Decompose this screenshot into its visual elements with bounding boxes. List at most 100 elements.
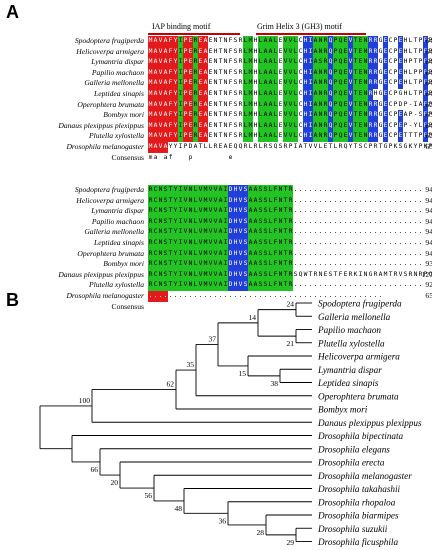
species-name: Plutella xylostella — [88, 280, 144, 290]
consensus-label: Consensus — [111, 301, 145, 311]
sequence: RCNSTYIVNLVMVVAIDHVSAASSLFNTRSQWTRNESTFE… — [148, 269, 432, 281]
sequence-length: 62 — [425, 131, 432, 141]
species-name: Danaus plexippus plexippus — [58, 269, 144, 279]
taxon-label: Drosophila biarmipes — [317, 511, 399, 521]
sequence: MAVAFYIPEREAENTNFSRLMHLAALEVVLCHIANRQPQE… — [148, 88, 432, 100]
sequence-length: 63 — [425, 110, 432, 120]
alignment-row: Operophtera brumata RCNSTYIVNLVMVVAIDHVSA… — [8, 248, 432, 260]
bootstrap-value: 20 — [111, 478, 119, 487]
alignment-row: Spodoptera frugiperda RCNSTYIVNLVMVVAIDHV… — [8, 185, 432, 196]
species-name: Galleria mellonella — [84, 227, 144, 237]
species-name: Leptidea sinapis — [94, 237, 144, 247]
alignment-row: Helicoverpa armigera RCNSTYIVNLVMVVAIDHVS… — [8, 195, 432, 207]
taxon-label: Plutella xylostella — [317, 338, 385, 348]
sequence-length: 64 — [425, 36, 432, 45]
consensus-row: Consensus ma af p e — [8, 153, 428, 164]
sequence-length: 65 — [425, 141, 432, 151]
alignment-row: Lymantria dispar MAVAFYIPEREAENTNFSRLMHLA… — [8, 57, 432, 68]
species-name: Lymantria dispar — [91, 206, 144, 216]
taxon-label: Drosophila erecta — [317, 458, 385, 468]
sequence: MAVAFYIPEREAENTNFSRLMHLAALEVVLCHIANRQPQE… — [148, 131, 432, 142]
bootstrap-value: 37 — [209, 334, 217, 343]
sequence: MAVAFYIPEREAENTNFSRLMHLAALEVVLCHIANRQPQE… — [148, 67, 432, 79]
sequence-length: 94 — [425, 185, 432, 194]
sequence: RCNSTYIVNLVMVVAIDHVSAASSLFNTR...........… — [148, 248, 423, 260]
taxon-label: Lymantria dispar — [317, 365, 382, 375]
species-name: Danaus plexippus plexippus — [58, 120, 144, 130]
sequence-length: 64 — [425, 57, 432, 67]
taxon-label: Bombyx mori — [318, 405, 368, 415]
sequence: MAVAFYIPEREAENTNFSRLMHLAALEVVLCHIANRQPQE… — [148, 120, 432, 132]
species-name: Papilio machaon — [91, 67, 144, 77]
alignment-row: Lymantria dispar RCNSTYIVNLVMVVAIDHVSAASS… — [8, 206, 432, 217]
sequence: MAVAFYIPEREAEHTNFSRLMHLAALEVVLCHIANRQPQE… — [148, 46, 432, 58]
taxon-label: Drosophila melanogaster — [317, 471, 412, 481]
species-name: Drosophila melanogaster — [66, 141, 144, 151]
alignment-row: Galleria mellonella RCNSTYIVNLVMVVAIDHVSA… — [8, 227, 432, 238]
alignment-row: Leptidea sinapis RCNSTYIVNLVMVVAIDHVSAASS… — [8, 237, 432, 249]
sequence-length: 94 — [425, 206, 432, 216]
sequence: MAVAFYIPEREAENTNFSRLMHLAALEVVLCHIANRQPQE… — [148, 99, 432, 111]
species-name: Operophtera brumata — [77, 248, 144, 258]
bootstrap-value: 48 — [175, 504, 183, 513]
taxon-label: Drosophila suzukii — [317, 524, 388, 534]
taxon-label: Drosophila elegans — [317, 444, 390, 454]
sequence: RCNSTYIVNLVMVVAIDHVSAASSLFNTR...........… — [148, 216, 423, 228]
alignment-row: Bombyx mori MAVAFYIPEREAENTNFSRLMHLAALEVV… — [8, 110, 432, 121]
sequence-length: 64 — [425, 88, 432, 98]
sequence: RCNSTYIVNLVMVVAIDHVSAASSLFNTR...........… — [148, 227, 423, 238]
species-name: Operophtera brumata — [77, 99, 144, 109]
sequence-length: 94 — [425, 248, 432, 258]
species-name: Lymantria dispar — [91, 57, 144, 67]
taxon-label: Papilio machaon — [317, 325, 381, 335]
bootstrap-value: 21 — [287, 339, 295, 348]
species-name: Spodoptera frugiperda — [74, 185, 144, 194]
taxon-label: Drosophila rhopaloa — [317, 497, 396, 507]
consensus-row: Consensus — [8, 302, 428, 313]
sequence: MAVAFYIPEREAENTNFSRLMHLAALEVVLCHIANRQPQE… — [148, 78, 432, 89]
species-name: Plutella xylostella — [88, 131, 144, 141]
sequence: MAVAFYIPEREAENTNFSRLMHLAALEVVLCHIASRQPQE… — [148, 57, 432, 68]
alignment-row: Drosophila melanogaster MAVAYYIPDATLLREAE… — [8, 141, 432, 153]
sequence: RCNSTYIVNLVMVVAIDHVSAASSLFNTR...........… — [148, 280, 423, 291]
sequence-length: 94 — [425, 216, 432, 226]
species-name: Galleria mellonella — [84, 78, 144, 88]
sequence: RCNSTYIVNLVMVVAIDHVSAASSLFNTR...........… — [148, 185, 423, 196]
panel-b-label: B — [6, 290, 19, 310]
sequence-length: 64 — [425, 67, 432, 77]
alignment-row: Helicoverpa armigera MAVAFYIPEREAEHTNFSRL… — [8, 46, 432, 58]
alignment-row: Danaus plexippus plexippus MAVAFYIPEREAEN… — [8, 120, 432, 132]
consensus-sequence: ma af p e — [148, 153, 233, 161]
sequence: MAVAFYIPEREAENTNFSRLMHLAALEVVLCHIANRQPQE… — [148, 110, 432, 121]
sequence-length: 64 — [425, 78, 432, 88]
bootstrap-value: 29 — [287, 538, 295, 547]
sequence-length: 93 — [425, 259, 432, 269]
taxon-label: Drosophila ficusphila — [317, 537, 398, 547]
bootstrap-value: 38 — [271, 379, 279, 388]
gh3-motif-bar — [256, 33, 366, 35]
sequence-length: 64 — [425, 120, 432, 130]
sequence-length: 127 — [421, 269, 432, 279]
taxon-label: Drosophila takahashii — [317, 484, 401, 494]
bootstrap-value: 35 — [187, 360, 195, 369]
taxon-label: Helicoverpa armigera — [317, 352, 400, 362]
taxon-label: Operophtera brumata — [318, 391, 399, 401]
bootstrap-value: 62 — [167, 380, 175, 389]
taxon-label: Leptidea sinapis — [317, 378, 379, 388]
species-name: Drosophila melanogaster — [66, 290, 144, 300]
sequence-length: 92 — [425, 280, 432, 290]
bootstrap-value: 14 — [249, 313, 257, 322]
alignment-block-2: Spodoptera frugiperda RCNSTYIVNLVMVVAIDHV… — [8, 185, 432, 313]
sequence: MAVAYYIPDATLLREAEQQRLRLRSQSRPIATVVLETLRQ… — [148, 141, 432, 153]
sequence-length: 62 — [425, 99, 432, 109]
taxon-label: Danaus plexippus plexippus — [317, 418, 422, 428]
bootstrap-value: 28 — [257, 528, 265, 537]
sequence-length: 94 — [425, 195, 432, 205]
species-name: Bombyx mori — [103, 110, 144, 120]
species-name: Spodoptera frugiperda — [74, 36, 144, 45]
iap-motif-bar — [148, 33, 240, 35]
sequence: RCNSTYIVNLVMVVAIDHVSAASSLFNTR...........… — [148, 237, 423, 249]
sequence: RCNSTYIVNLVMVVAIDHVSAASSLFNTR...........… — [148, 259, 423, 270]
sequence: RCNSTYIVNLVMVVAIDHVSAASSLFNTR...........… — [148, 206, 423, 217]
